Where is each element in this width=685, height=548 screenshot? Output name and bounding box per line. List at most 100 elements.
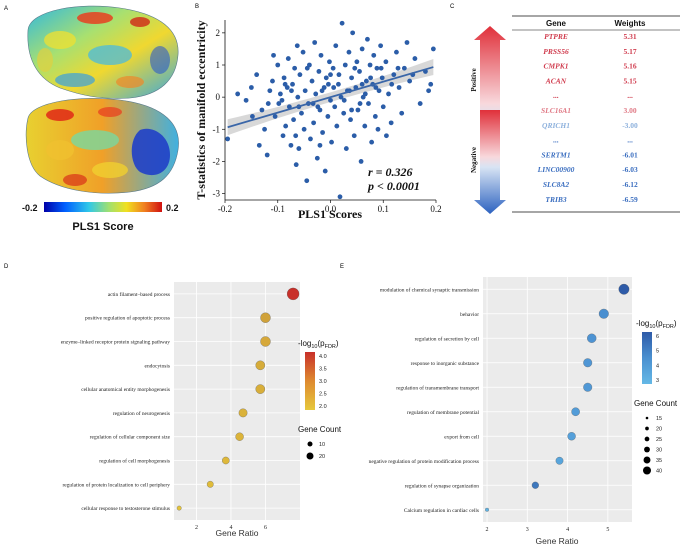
go-term-label: actin filament–based process bbox=[108, 291, 170, 298]
enrichment-dot bbox=[176, 505, 182, 511]
colorbar-max-label: 0.2 bbox=[166, 203, 179, 213]
scatter-point bbox=[349, 107, 354, 113]
scatter-point bbox=[296, 146, 302, 151]
scatter-point bbox=[366, 101, 371, 106]
enrichment-dot bbox=[555, 456, 564, 465]
plot-e-term-labels: modulation of chemical synaptic transmis… bbox=[369, 286, 480, 514]
scatter-point bbox=[302, 88, 308, 94]
scatter-point bbox=[317, 142, 323, 148]
table-weight-cell: 5.16 bbox=[623, 62, 636, 71]
enrichment-dot bbox=[485, 507, 489, 512]
annotation-p: p < 0.0001 bbox=[367, 179, 420, 193]
scatter-point bbox=[280, 133, 286, 139]
scatter-point bbox=[279, 97, 285, 103]
scatter-point bbox=[430, 46, 436, 52]
x-tick-label: 6 bbox=[264, 525, 267, 531]
enrichment-dot bbox=[567, 432, 576, 441]
scatter-point bbox=[359, 81, 365, 87]
go-term-label: enzyme–linked receptor protein signaling… bbox=[61, 340, 171, 346]
scatter-point bbox=[264, 152, 270, 158]
scatter-point bbox=[301, 126, 307, 132]
go-term-label: endocytosis bbox=[145, 363, 170, 369]
scatter-point bbox=[355, 107, 361, 113]
x-tick-label: 0.1 bbox=[378, 204, 389, 214]
color-legend-tick: 2.0 bbox=[319, 404, 327, 410]
scatter-point bbox=[250, 114, 255, 119]
size-legend-dot bbox=[645, 426, 649, 431]
plot-d-points bbox=[176, 287, 300, 511]
table-gene-cell: SERTM1 bbox=[541, 150, 570, 159]
enrichment-dot bbox=[587, 333, 597, 343]
plot-d-size-legend: 10 20 bbox=[306, 441, 325, 460]
scatter-point bbox=[352, 65, 358, 71]
plot-e-background bbox=[483, 277, 632, 522]
scatter-point bbox=[299, 110, 304, 116]
scatter-point bbox=[383, 59, 389, 65]
enrichment-plot-e: modulation of chemical synaptic transmis… bbox=[369, 277, 678, 546]
scatter-point bbox=[363, 78, 369, 84]
scatter-point bbox=[254, 72, 260, 78]
gene-weight-table: Positive Negative Gene Weights PTPRE 5.31… bbox=[470, 15, 680, 214]
enrichment-plot-d: actin filament–based process positive reg… bbox=[61, 282, 342, 538]
scatter-point bbox=[318, 52, 324, 58]
x-tick-label: -0.1 bbox=[271, 204, 285, 214]
plot-e-color-ticks: 6 5 4 3 bbox=[656, 334, 659, 384]
table-gene-cell: TRIB3 bbox=[545, 195, 567, 204]
plot-e-x-ticks: 2 3 4 5 bbox=[486, 527, 610, 533]
scatter-point bbox=[319, 88, 325, 94]
y-tick-label: 2 bbox=[216, 28, 221, 38]
scatter-point bbox=[289, 88, 294, 94]
panel-letter-d: D bbox=[4, 264, 9, 270]
enrichment-dot bbox=[531, 481, 539, 489]
scatter-point bbox=[329, 139, 334, 145]
x-tick-label: 4 bbox=[229, 525, 232, 531]
table-header-gene: Gene bbox=[546, 19, 567, 28]
scatter-point bbox=[281, 75, 287, 81]
regression-line bbox=[227, 66, 434, 129]
go-term-label: export from cell bbox=[444, 433, 479, 440]
plot-d-x-ticks: 2 4 6 bbox=[195, 525, 267, 531]
scatter-point bbox=[334, 123, 340, 129]
y-tick-label: 1 bbox=[216, 60, 221, 70]
scatter-point bbox=[328, 72, 333, 78]
scatter-point bbox=[380, 104, 386, 110]
plot-d-color-legend-title: -log10(pFDR) bbox=[298, 339, 339, 350]
brain-medial-view bbox=[25, 98, 179, 194]
scatter-point bbox=[285, 56, 291, 61]
scatter-point bbox=[349, 75, 354, 81]
color-legend-tick: 3.5 bbox=[319, 367, 327, 373]
enrichment-dot bbox=[235, 432, 244, 441]
scatter-point bbox=[391, 72, 397, 78]
scatter-point bbox=[374, 65, 380, 71]
scatter-point bbox=[315, 104, 321, 110]
color-legend-tick: 3 bbox=[656, 378, 659, 384]
plot-e-size-legend: 15 20 25 30 35 40 bbox=[643, 416, 662, 475]
scatter-point bbox=[341, 97, 347, 103]
table-gene-cell: ACAN bbox=[545, 76, 567, 85]
size-legend-dot bbox=[307, 441, 313, 447]
scatter-point bbox=[351, 133, 357, 139]
x-tick-label: 4 bbox=[566, 527, 569, 533]
plot-d-size-legend-title: Gene Count bbox=[298, 425, 342, 434]
x-axis-title: PLS1 Scores bbox=[298, 207, 362, 221]
plot-d-color-bar bbox=[305, 352, 315, 410]
table-gene-cell: ... bbox=[553, 91, 559, 100]
scatter-point bbox=[343, 146, 349, 151]
scatter-point bbox=[225, 136, 231, 142]
x-tick-label: -0.2 bbox=[218, 204, 232, 214]
y-ticks: -3 -2 -1 0 1 2 bbox=[213, 28, 225, 199]
scatter-point bbox=[354, 59, 360, 65]
scatter-point bbox=[325, 114, 331, 119]
go-term-label: modulation of chemical synaptic transmis… bbox=[380, 286, 479, 293]
x-tick-label: 0.0 bbox=[325, 204, 337, 214]
plot-d-term-labels: actin filament–based process positive reg… bbox=[61, 291, 171, 512]
size-legend-label: 10 bbox=[319, 442, 325, 448]
y-tick-label: -2 bbox=[213, 156, 221, 166]
scatter-point bbox=[272, 114, 278, 119]
go-term-label: behavior bbox=[460, 312, 479, 318]
scatter-point bbox=[295, 94, 301, 100]
scatter-point bbox=[293, 162, 299, 168]
size-legend-label: 15 bbox=[656, 416, 662, 422]
panel-letter-a: A bbox=[4, 6, 8, 12]
size-legend-dot bbox=[644, 436, 650, 442]
